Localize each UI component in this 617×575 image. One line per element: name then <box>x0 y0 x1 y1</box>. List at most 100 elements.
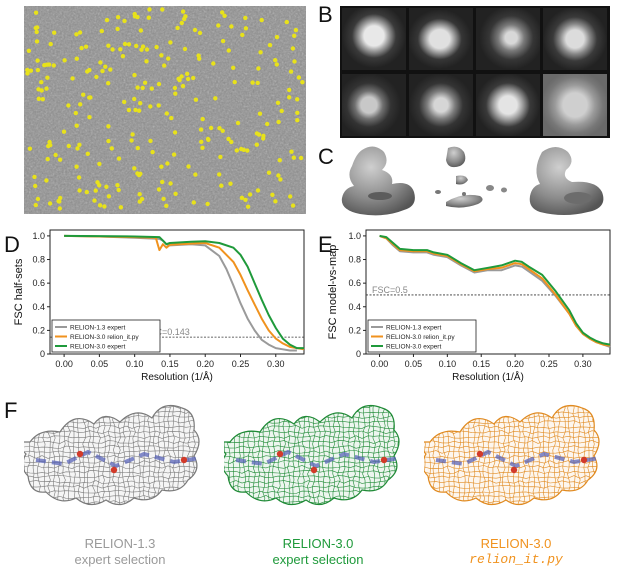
particle-marker <box>193 172 198 177</box>
particle-marker <box>276 119 281 125</box>
plot-frame <box>365 229 611 355</box>
particle-marker <box>109 146 115 151</box>
legend-box <box>367 319 477 353</box>
particle-marker <box>126 42 132 47</box>
particle-marker <box>99 28 105 34</box>
panel-label-b: B <box>318 2 333 27</box>
particle-marker <box>218 154 223 160</box>
particle-marker <box>179 20 184 26</box>
particle-marker <box>296 75 302 80</box>
particle-marker <box>292 33 297 38</box>
particle-marker <box>160 179 165 185</box>
particle-marker <box>293 27 299 33</box>
particle-marker <box>70 76 75 81</box>
volume-class-3 <box>529 147 604 215</box>
particle-marker <box>137 192 142 197</box>
particle-marker <box>97 183 102 188</box>
fsc-model-vs-map-chart: 0.00 0.05 0.10 0.15 0.20 0.25 0.30 0 0.2 0.4 0.6 0.… <box>327 229 611 383</box>
particle-marker <box>150 149 155 155</box>
particle-marker <box>205 136 211 142</box>
particle-marker <box>278 177 283 182</box>
particle-marker <box>159 164 164 169</box>
series-line <box>64 234 305 351</box>
particle-marker <box>295 110 300 116</box>
particle-marker <box>287 95 292 100</box>
particle-marker <box>275 100 281 106</box>
particle-marker <box>289 149 294 154</box>
particle-marker <box>139 47 144 52</box>
particle-marker <box>57 157 63 162</box>
mesh-outline <box>24 405 200 506</box>
particle-marker <box>57 206 62 211</box>
particle-marker <box>44 178 49 183</box>
particle-marker <box>47 201 53 206</box>
particle-marker <box>134 43 139 49</box>
x-tick-label: 0.30 <box>267 359 285 369</box>
series-line <box>379 234 611 346</box>
class-average <box>476 74 540 136</box>
particle-marker <box>287 87 292 93</box>
y-tick-label: 0.8 <box>348 255 361 265</box>
legend-entry: RELION-1.3 expert <box>70 325 125 332</box>
picked-particles <box>25 7 305 211</box>
particle-marker <box>104 17 110 23</box>
particle-marker <box>132 14 138 19</box>
panel-label-d: D <box>4 232 20 257</box>
particle-marker <box>191 200 196 205</box>
particle-marker <box>211 61 216 66</box>
particle-marker <box>138 28 144 33</box>
particle-marker <box>259 17 264 23</box>
y-tick-label: 0.6 <box>348 278 361 288</box>
particle-marker <box>120 54 126 59</box>
panel-label-c: C <box>318 144 334 169</box>
particle-marker <box>229 139 234 145</box>
y-tick-label: 0 <box>40 349 45 359</box>
particle-marker <box>73 110 78 116</box>
caption-relion30-expert: RELION-3.0 expert selection <box>228 536 408 568</box>
particle-marker <box>169 115 174 121</box>
particle-marker <box>126 107 132 113</box>
oxygen-atom <box>380 456 388 464</box>
oxygen-atom <box>276 450 284 458</box>
particle-marker <box>166 56 171 61</box>
y-tick-label: 0.4 <box>32 302 45 312</box>
density-mesh-relion30-expert <box>224 405 401 506</box>
class-average <box>409 74 473 136</box>
particle-marker <box>298 155 304 161</box>
particle-marker <box>25 71 30 76</box>
particle-marker <box>87 115 92 120</box>
particle-marker <box>277 158 282 163</box>
particle-marker <box>197 30 203 36</box>
particle-marker <box>122 18 127 24</box>
particle-marker <box>265 121 270 127</box>
x-tick-label: 0.15 <box>161 359 179 369</box>
particle-marker <box>148 138 153 144</box>
particle-marker <box>270 192 275 197</box>
particle-marker <box>245 204 251 209</box>
particle-marker <box>47 139 52 145</box>
particle-marker <box>74 32 79 37</box>
x-tick-label: 0.15 <box>472 359 490 369</box>
mesh-outline <box>224 405 400 506</box>
particle-marker <box>132 72 137 78</box>
x-tick-label: 0.20 <box>506 359 524 369</box>
particle-marker <box>48 41 53 47</box>
particle-marker <box>136 108 142 113</box>
particle-marker <box>192 27 198 33</box>
particle-marker <box>116 156 122 161</box>
particle-marker <box>110 47 115 52</box>
fsc-half-sets-chart: 0.00 0.05 0.10 0.15 0.20 0.25 0.30 0 0.2 0.4 0.6 0.… <box>14 229 305 383</box>
particle-marker <box>254 142 259 147</box>
oxygen-atom <box>310 466 318 474</box>
oxygen-atom <box>110 466 118 474</box>
particle-marker <box>292 59 297 64</box>
particle-marker <box>138 101 143 106</box>
particle-marker <box>103 64 108 69</box>
particle-marker <box>106 194 112 199</box>
particle-marker <box>288 69 294 74</box>
x-tick-label: 0.10 <box>439 359 457 369</box>
particle-marker <box>102 204 107 209</box>
particle-marker <box>200 116 205 122</box>
particle-marker <box>135 85 140 90</box>
particle-marker <box>159 53 164 58</box>
